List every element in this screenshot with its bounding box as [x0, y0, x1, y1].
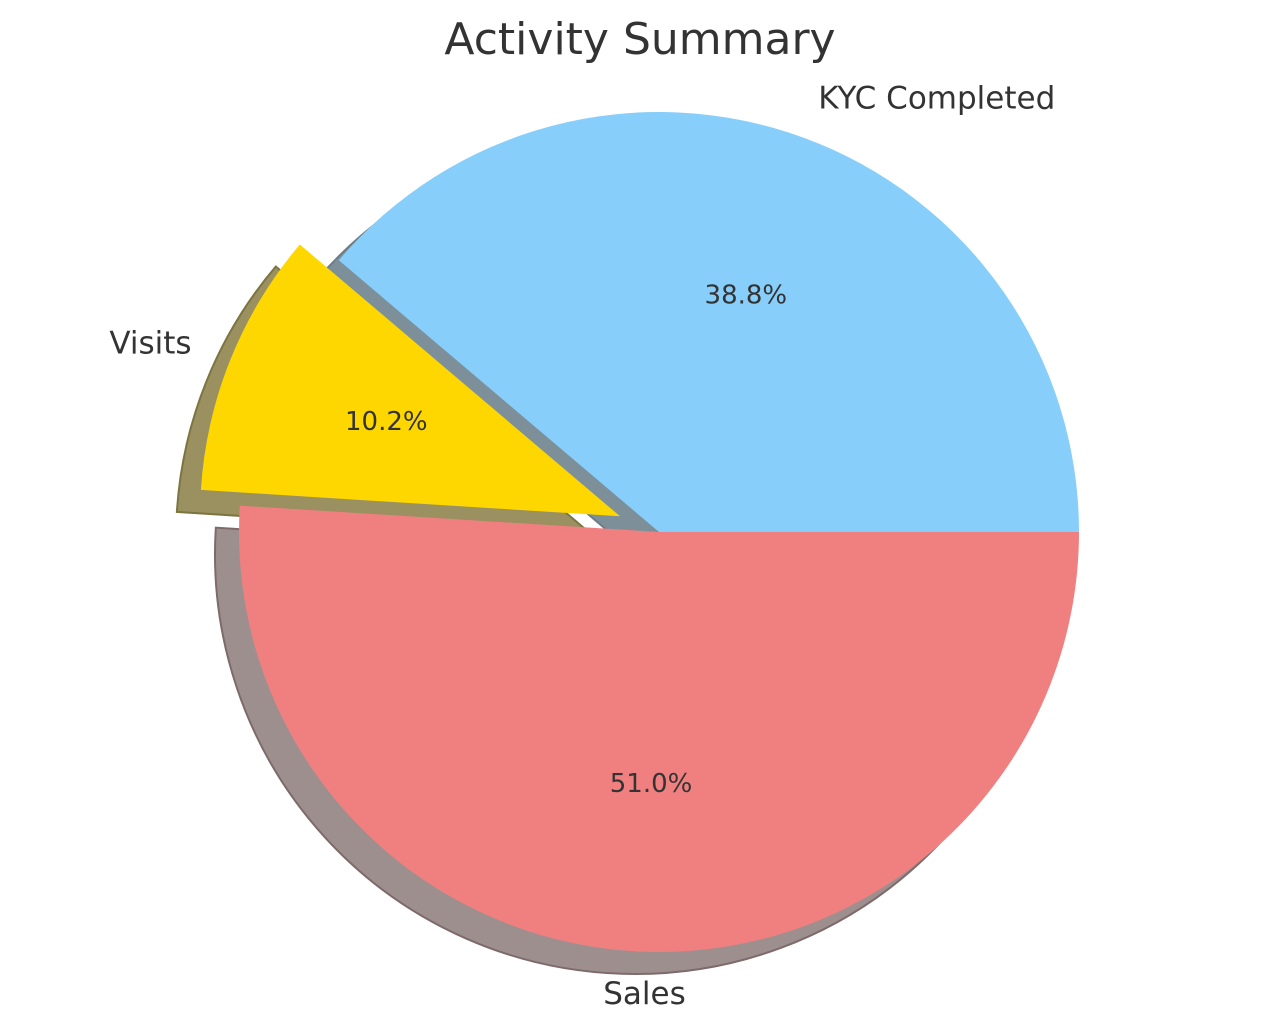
percent-label-sales: 51.0%: [610, 769, 693, 799]
percent-label-visits: 10.2%: [345, 407, 428, 437]
percent-label-kyc-completed: 38.8%: [705, 280, 788, 310]
pie-slice-sales: [239, 505, 1080, 952]
slice-label-visits: Visits: [109, 326, 191, 362]
pie-slice-kyc-completed: [338, 112, 1079, 532]
pie-slice-visits: [200, 244, 621, 517]
slice-label-sales: Sales: [603, 976, 686, 1012]
pie-slices: [200, 112, 1080, 952]
slice-label-kyc-completed: KYC Completed: [818, 80, 1055, 116]
slice-labels: KYC Completed 38.8% Visits 10.2% Sales 51.0%: [109, 80, 1055, 1011]
chart-title: Activity Summary: [444, 14, 835, 65]
